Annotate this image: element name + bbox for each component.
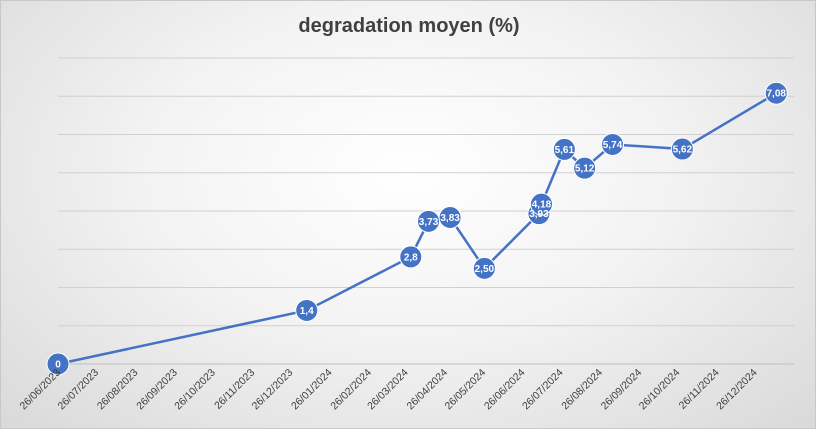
data-label-8: 5,61 (555, 145, 575, 156)
series-line-layer (57, 92, 777, 366)
data-point-8 (552, 137, 576, 161)
data-label-9: 5,12 (575, 164, 595, 175)
gridlines (58, 57, 794, 327)
x-tick-label-7: 26/01/2024 (289, 367, 335, 413)
data-point-0 (46, 352, 70, 376)
data-label-3: 3,73 (419, 217, 439, 228)
data-label-2: 2,8 (404, 252, 418, 263)
data-points: 0 1,4 2,8 3,73 3,83 2,50 3,934,18 5,615,12 5,74 5… (46, 81, 788, 376)
data-label-7: 4,18 (532, 200, 552, 211)
data-point-2 (399, 245, 423, 269)
x-tick-labels: 26/06/202326/07/202326/08/202326/09/2023… (17, 367, 759, 413)
x-tick-label-16: 26/10/2024 (637, 367, 683, 413)
data-label-5: 2,50 (475, 264, 495, 275)
data-label-6: 3,93 (529, 209, 549, 220)
data-point-1 (295, 298, 319, 322)
data-point-11 (670, 137, 694, 161)
data-label-12: 7,08 (767, 89, 787, 100)
data-point-9 (573, 156, 597, 180)
series-line-0 (57, 92, 777, 366)
chart-title: degradation moyen (%) (298, 15, 520, 37)
data-point-12 (764, 81, 788, 105)
data-label-1: 1,4 (300, 306, 314, 317)
data-label-0: 0 (55, 360, 61, 371)
data-point-10 (601, 132, 625, 156)
data-point-5 (472, 256, 496, 280)
x-tick-label-13: 26/07/2024 (520, 367, 566, 413)
x-tick-label-6: 26/12/2023 (250, 367, 296, 413)
data-point-7 (529, 192, 553, 216)
x-tick-label-2: 26/08/2023 (95, 367, 141, 413)
data-label-10: 5,74 (603, 140, 623, 151)
x-tick-label-18: 26/12/2024 (714, 367, 760, 413)
x-tick-label-4: 26/10/2023 (172, 367, 218, 413)
data-label-4: 3,83 (440, 213, 460, 224)
x-tick-label-11: 26/05/2024 (443, 367, 489, 413)
data-label-11: 5,62 (673, 145, 693, 156)
x-tick-label-14: 26/08/2024 (559, 367, 605, 413)
data-point-4 (438, 206, 462, 230)
